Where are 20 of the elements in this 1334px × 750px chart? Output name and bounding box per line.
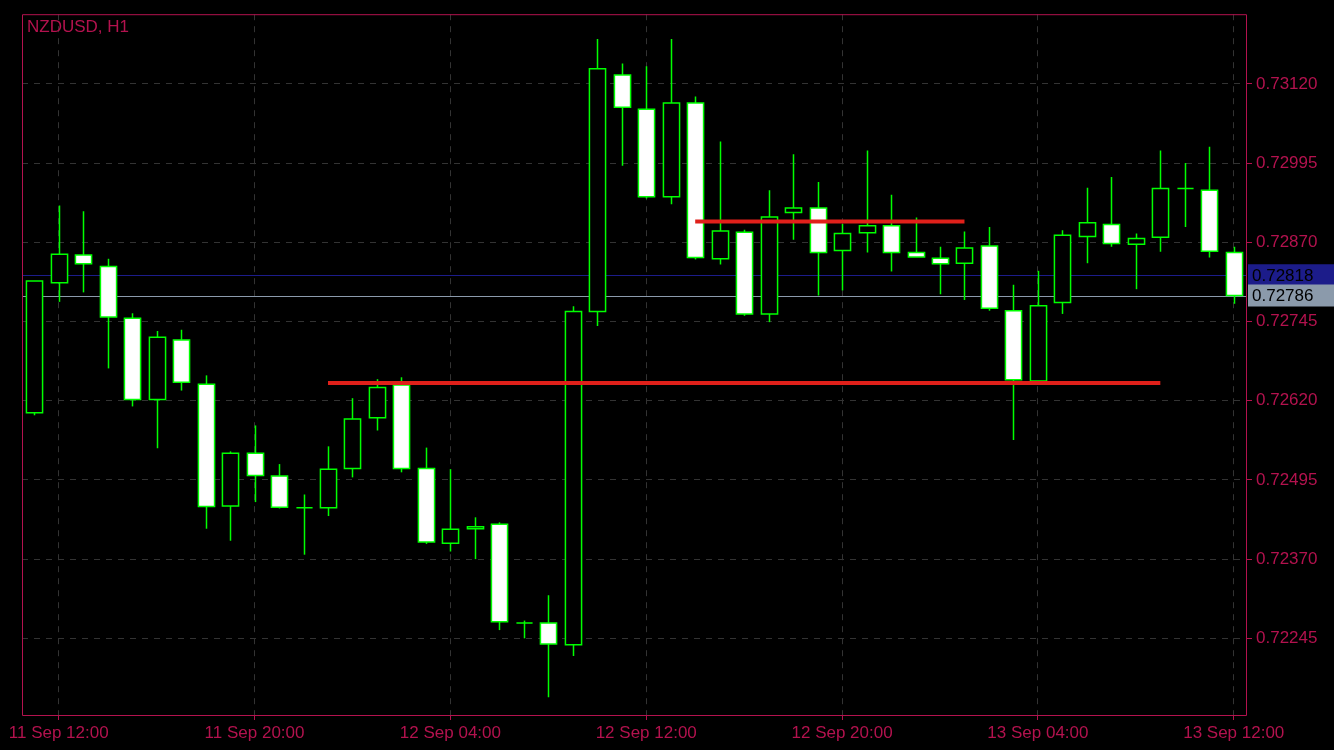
y-tick-label: 0.72870 <box>1256 232 1318 251</box>
y-tick-label: 0.72370 <box>1256 548 1318 568</box>
y-tick-label: 0.72495 <box>1256 469 1318 489</box>
y-tick-label: 0.72245 <box>1256 628 1318 648</box>
candlestick <box>295 493 314 556</box>
ref-line-label: 0.72818 <box>1252 265 1314 285</box>
x-tick-label: 13 Sep 04:00 <box>987 722 1089 742</box>
x-tick-label: 12 Sep 12:00 <box>595 722 697 742</box>
x-tick-label: 13 Sep 12:00 <box>1183 722 1285 742</box>
ref-line-label: 0.72786 <box>1252 286 1314 306</box>
y-tick-label: 0.72620 <box>1256 390 1318 410</box>
y-tick-label: 0.72745 <box>1256 311 1318 331</box>
y-tick-label: 0.73120 <box>1256 73 1318 93</box>
chart-title: NZDUSD, H1 <box>27 17 130 37</box>
x-tick-label: 11 Sep 20:00 <box>204 722 305 742</box>
y-tick-label: 0.72995 <box>1256 152 1318 172</box>
x-tick-label: 12 Sep 20:00 <box>791 722 893 742</box>
x-tick-label: 12 Sep 04:00 <box>399 722 501 742</box>
candlestick <box>1176 162 1195 228</box>
x-tick-label: 11 Sep 12:00 <box>8 722 109 742</box>
